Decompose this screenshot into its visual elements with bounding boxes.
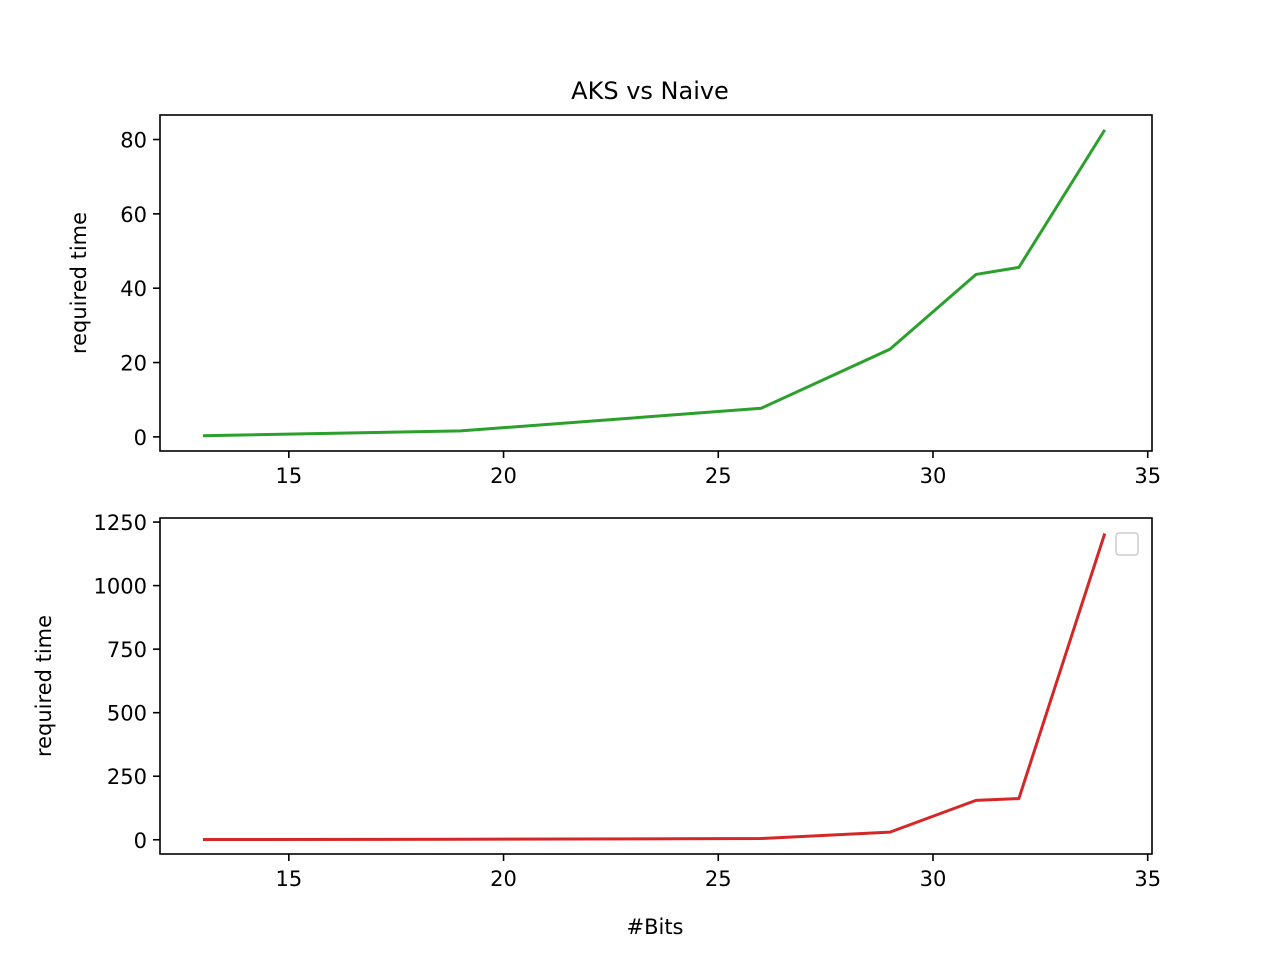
y-tick-label: 80	[120, 129, 147, 153]
y-tick-label: 500	[107, 702, 147, 726]
y-tick-label: 750	[107, 638, 147, 662]
x-tick-label: 15	[275, 867, 302, 891]
x-tick-label: 15	[275, 464, 302, 488]
axes-frame	[159, 517, 1153, 855]
y-tick-label: 60	[120, 203, 147, 227]
y-tick-label: 1000	[94, 575, 147, 599]
y-tick-label: 20	[120, 352, 147, 376]
y-tick-label: 0	[134, 829, 147, 853]
x-tick-label: 30	[920, 464, 947, 488]
x-tick-label: 25	[705, 464, 732, 488]
axes-frame	[159, 114, 1153, 452]
bottom-panel-naive: required time #Bits 15 20 25 30 35 0 250 500 750…	[32, 511, 1161, 939]
series-line-0	[202, 129, 1107, 438]
bottom-panel-ylabel: required time	[32, 615, 56, 757]
top-panel-aks: required time 15 20 25 30 35 0 20 40 60 80	[67, 114, 1161, 488]
top-panel-ylabel: required time	[67, 212, 91, 354]
x-tick-label: 20	[490, 867, 517, 891]
x-tick-label: 35	[1134, 867, 1161, 891]
series-line-0	[202, 533, 1107, 842]
y-tick-label: 1250	[94, 511, 147, 535]
y-tick-label: 0	[134, 426, 147, 450]
figure-title: AKS vs Naive	[571, 77, 729, 105]
y-tick-label: 40	[120, 277, 147, 301]
x-tick-label: 25	[705, 867, 732, 891]
y-tick-label: 250	[107, 765, 147, 789]
x-tick-label: 30	[920, 867, 947, 891]
x-tick-label: 35	[1134, 464, 1161, 488]
x-tick-label: 20	[490, 464, 517, 488]
bottom-panel-xlabel: #Bits	[626, 915, 683, 939]
legend-box	[1115, 532, 1139, 556]
